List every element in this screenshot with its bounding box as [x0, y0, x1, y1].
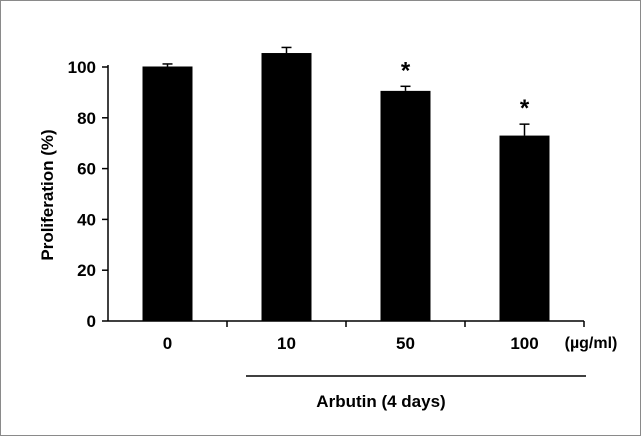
bar	[142, 66, 193, 321]
x-tick-label: 50	[396, 334, 415, 353]
x-tick-label: 100	[510, 334, 538, 353]
bar	[380, 90, 431, 321]
y-tick-label: 40	[77, 210, 96, 229]
x-axis-label: Arbutin (4 days)	[316, 392, 445, 411]
significance-star: *	[401, 57, 411, 84]
bar	[499, 135, 550, 321]
y-tick-label: 80	[77, 109, 96, 128]
y-tick-label: 20	[77, 261, 96, 280]
y-ticks: 0 20 40 60 80 100	[68, 58, 108, 331]
x-tick-label: 10	[277, 334, 296, 353]
y-tick-label: 0	[87, 312, 96, 331]
significance-markers: **	[401, 57, 530, 122]
bars	[142, 53, 550, 321]
x-unit-label: (µg/ml)	[565, 335, 618, 352]
x-tick-label: 0	[163, 334, 172, 353]
x-tick-labels: 0 10 50 100	[163, 321, 585, 353]
significance-star: *	[520, 95, 530, 122]
bar	[261, 53, 312, 321]
y-axis-label: Proliferation (%)	[38, 129, 57, 260]
y-tick-label: 60	[77, 160, 96, 179]
error-bars	[162, 46, 530, 136]
y-tick-label: 100	[68, 58, 96, 77]
